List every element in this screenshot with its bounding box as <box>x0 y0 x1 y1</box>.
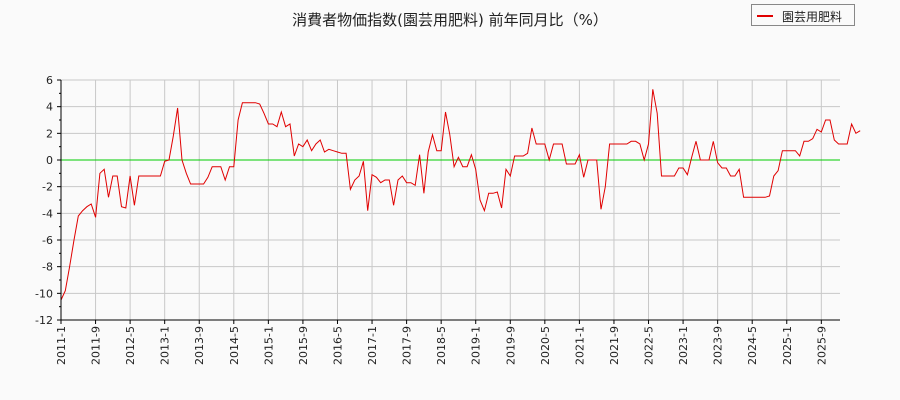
x-tick-label: 2023-9 <box>712 326 725 365</box>
y-tick-label: -12 <box>35 314 53 327</box>
y-tick-label: 2 <box>46 127 53 140</box>
x-axis-ticks: 2011-1 2011-9 2012-5 2013-1 2013-9 2014-5 2015… <box>55 320 828 365</box>
x-tick-label: 2019-1 <box>470 326 483 365</box>
x-tick-label: 2015-1 <box>262 326 275 365</box>
x-tick-label: 2016-5 <box>331 326 344 365</box>
y-tick-label: -4 <box>42 207 53 220</box>
x-tick-label: 2021-9 <box>608 326 621 365</box>
x-tick-label: 2025-1 <box>781 326 794 365</box>
y-axis-ticks: 6 4 2 0 -2 -4 -6 -8 -10 -12 <box>35 74 61 327</box>
legend: 園芸用肥料 <box>751 4 855 26</box>
y-tick-label: -10 <box>35 287 53 300</box>
x-tick-label: 2025-9 <box>815 326 828 365</box>
x-tick-label: 2017-9 <box>401 326 414 365</box>
legend-label: 園芸用肥料 <box>782 10 843 24</box>
x-tick-label: 2017-1 <box>366 326 379 365</box>
y-tick-label: -2 <box>42 181 53 194</box>
y-tick-label: -6 <box>42 234 53 247</box>
y-tick-label: -8 <box>42 261 53 274</box>
x-tick-label: 2011-9 <box>90 326 103 365</box>
x-tick-label: 2021-1 <box>573 326 586 365</box>
x-tick-label: 2020-5 <box>539 326 552 365</box>
y-tick-label: 0 <box>46 154 53 167</box>
data-series-line <box>60 89 861 301</box>
x-tick-label: 2015-9 <box>297 326 310 365</box>
x-tick-label: 2014-5 <box>228 326 241 365</box>
y-tick-label: 6 <box>46 74 53 87</box>
legend-line-swatch <box>757 15 773 17</box>
x-tick-label: 2012-5 <box>124 326 137 365</box>
x-tick-label: 2013-9 <box>193 326 206 365</box>
chart-title: 消費者物価指数(園芸用肥料) 前年同月比（%） <box>292 11 608 29</box>
x-tick-label: 2013-1 <box>159 326 172 365</box>
x-tick-label: 2024-5 <box>746 326 759 365</box>
x-tick-label: 2011-1 <box>55 326 68 365</box>
x-tick-label: 2019-9 <box>504 326 517 365</box>
y-tick-label: 4 <box>46 101 53 114</box>
x-tick-label: 2023-1 <box>677 326 690 365</box>
x-tick-label: 2018-5 <box>435 326 448 365</box>
x-tick-label: 2022-5 <box>643 326 656 365</box>
